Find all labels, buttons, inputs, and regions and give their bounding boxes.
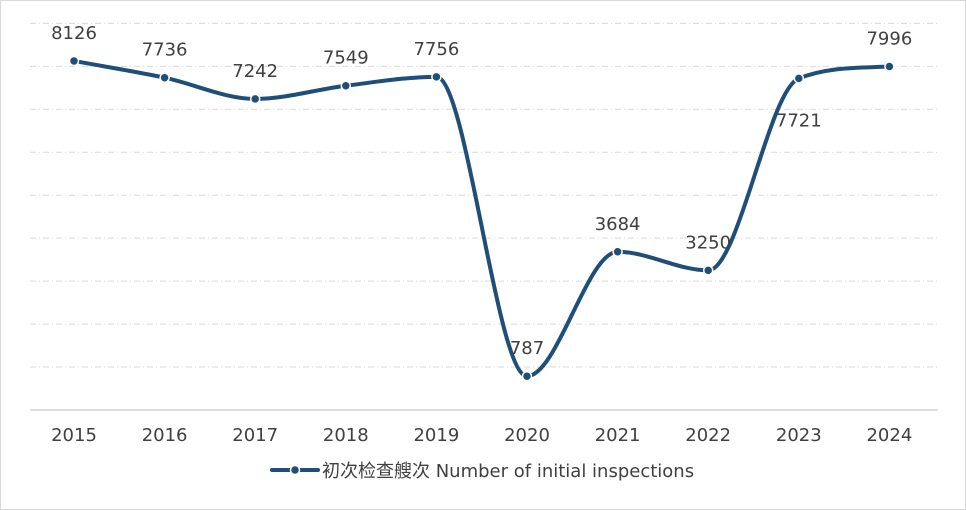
x-tick-label: 2024	[866, 425, 912, 446]
data-point	[159, 72, 170, 83]
series-line	[72, 58, 892, 379]
data-labels: 8126 7736 7242 7549 7756 787 3684 3250 7721 7996	[51, 23, 912, 359]
data-point	[702, 265, 714, 276]
data-label: 7736	[142, 40, 188, 61]
series-markers	[68, 55, 895, 382]
x-tick-label: 2015	[51, 425, 97, 446]
data-point	[431, 71, 442, 83]
legend: 初次检查艘次 Number of initial inspections	[270, 461, 694, 482]
x-tick-label: 2018	[323, 425, 369, 446]
x-tick-label: 2021	[595, 425, 641, 446]
data-label: 7996	[866, 29, 912, 50]
data-label: 7756	[413, 39, 459, 60]
data-label: 3684	[595, 214, 641, 235]
x-tick-label: 2016	[142, 425, 188, 446]
x-tick-label: 2022	[685, 425, 731, 446]
data-point	[521, 370, 533, 382]
x-axis-ticks: 2015 2016 2017 2018 2019 2020 2021 2022 2023 2024	[51, 425, 912, 446]
x-tick-label: 2023	[776, 425, 822, 446]
data-label: 7242	[232, 61, 278, 82]
data-point	[340, 80, 352, 91]
data-point	[68, 55, 80, 67]
x-tick-label: 2019	[413, 425, 459, 446]
data-point	[249, 93, 261, 105]
data-label: 3250	[685, 232, 731, 253]
data-point	[884, 61, 895, 72]
data-label: 8126	[51, 23, 97, 44]
data-label: 787	[510, 338, 544, 359]
data-point	[612, 246, 623, 258]
legend-label: 初次检查艘次 Number of initial inspections	[322, 461, 694, 482]
data-label: 7549	[323, 48, 369, 69]
x-tick-label: 2017	[232, 425, 278, 446]
data-point	[793, 73, 805, 84]
data-label: 7721	[776, 110, 822, 131]
x-tick-label: 2020	[504, 425, 550, 446]
legend-swatch-marker	[289, 464, 301, 476]
gridlines	[30, 22, 938, 368]
